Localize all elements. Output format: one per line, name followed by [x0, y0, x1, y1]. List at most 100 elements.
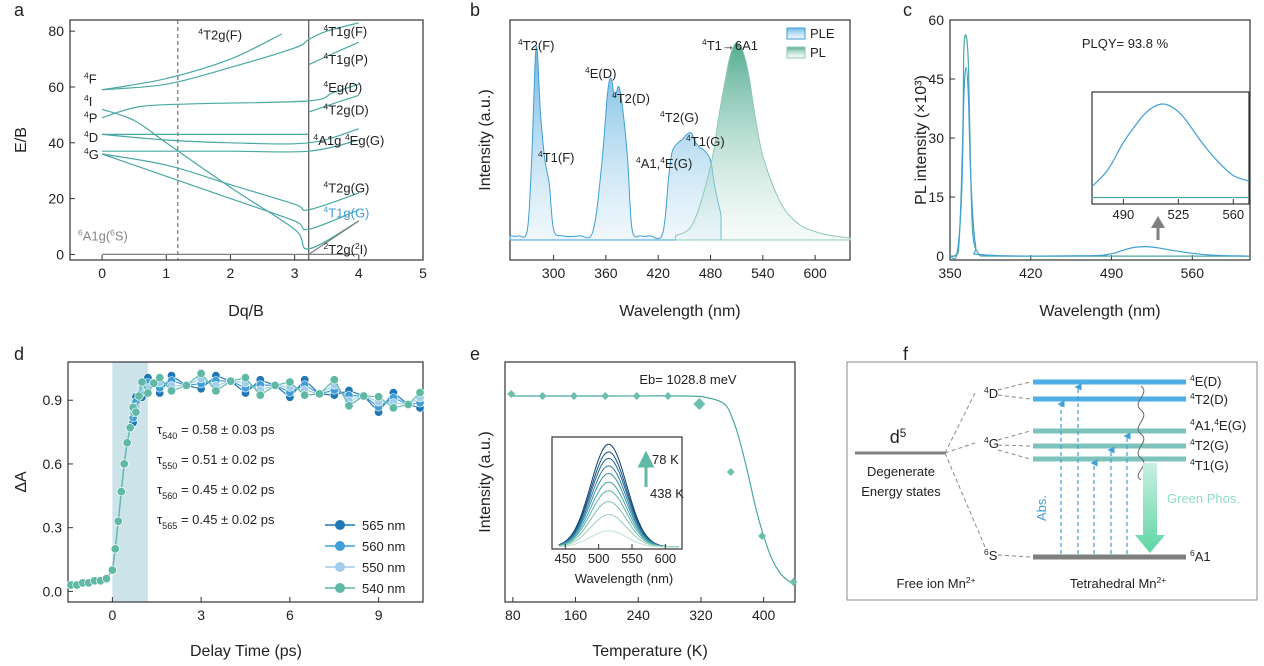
data-point	[270, 380, 280, 390]
legend-ple-label: PLE	[810, 26, 835, 41]
panel-b-ple-pl: 300 360 420 480 540 600 Wavelength (nm) Inten…	[477, 19, 851, 320]
transition-label: 4T2(G)	[660, 109, 699, 125]
data-point	[664, 392, 673, 400]
legend-label: 560 nm	[362, 539, 405, 554]
panel-d-legend: 565 nm 560 nm 550 nm 540 nm	[325, 518, 405, 596]
panel-a-ylabel: E/B	[13, 127, 30, 153]
term-4E-D: 4E(D)	[1190, 373, 1221, 389]
data-point	[167, 386, 177, 396]
energy-curve	[101, 83, 359, 119]
y-tick-label: 40	[48, 135, 64, 151]
data-point	[359, 391, 369, 401]
right-term-label: 2T2g(2I)	[324, 241, 368, 257]
right-term-label: 4T2g(D)	[324, 101, 369, 117]
energy-curve	[101, 153, 360, 231]
green-phos-label: Green Phos.	[1167, 491, 1240, 506]
tau-label: τ540 = 0.58 ± 0.03 ps	[157, 422, 275, 441]
inset-438k-label: 438 K	[650, 486, 684, 501]
absorption-arrows	[1057, 383, 1131, 554]
left-term-label: 4G	[84, 146, 99, 162]
panel-d-ylabel: ΔA	[13, 471, 30, 493]
x-tick-label: 480	[699, 265, 723, 281]
data-point	[134, 391, 144, 401]
panel-label-a: a	[14, 0, 25, 20]
panel-e-inset-ticks: 450 500 550 600	[554, 544, 676, 566]
legend-pl-label: PL	[810, 45, 826, 60]
right-term-label: 4T2g(G)	[324, 179, 370, 195]
inset-tick-label: 550	[621, 551, 643, 566]
panel-a-xlabel: Dq/B	[228, 303, 264, 320]
left-term-label: 4P	[84, 110, 97, 126]
panel-b-frame	[509, 19, 851, 261]
panel-c-inset-ticks: 490 525 560	[1113, 199, 1244, 222]
panel-b-annotations: 4T2(F) 4T1(F) 4E(D) 4T2(D) 4A1,4E(G) 4T2(G) 4T…	[518, 37, 758, 171]
top-term-label: 4T2g(F)	[198, 27, 242, 43]
degenerate-label: Degenerate	[867, 464, 935, 479]
panel-e-points	[507, 390, 798, 586]
data-point	[601, 392, 610, 400]
legend-ple-swatch	[786, 27, 806, 40]
panel-e-inset: 450 500 550 600 Wavelength (nm) 78 K 438 K	[551, 436, 684, 586]
term-4D: 4D	[984, 385, 998, 401]
term-4T2-D: 4T2(D)	[1190, 391, 1228, 407]
panel-d-ticks: 0 3 6 9 0.0 0.3 0.6 0.9	[43, 392, 383, 623]
term-6A1: 6A1	[1190, 548, 1211, 564]
panel-d-xlabel: Delay Time (ps)	[190, 643, 302, 660]
ground-term-label: 6A1g(6S)	[78, 228, 128, 244]
panel-c-ticks: 350 420 490 560 0 15 30 45 60	[928, 12, 1204, 281]
y-tick-label: 15	[928, 189, 944, 205]
x-tick-label: 0	[108, 607, 116, 623]
data-point	[125, 423, 135, 433]
x-tick-label: 400	[752, 607, 776, 623]
data-point	[149, 378, 159, 388]
y-tick-label: 0.0	[43, 583, 63, 599]
x-tick-label: 4	[355, 265, 363, 281]
x-tick-label: 240	[627, 607, 651, 623]
data-point	[632, 392, 641, 400]
y-tick-label: 0.6	[43, 456, 63, 472]
energy-curve	[102, 128, 359, 145]
left-term-label: 4I	[84, 93, 92, 109]
data-point	[131, 407, 141, 417]
data-point	[314, 389, 324, 399]
x-tick-label: 3	[197, 607, 205, 623]
panel-c-inset-frame	[1091, 91, 1250, 205]
inset-78k-label: 78 K	[652, 452, 679, 467]
term-6S: 6S	[984, 547, 998, 563]
data-point	[211, 386, 221, 396]
panel-e-frame	[504, 361, 796, 603]
panel-c-inset: 490 525 560	[1091, 91, 1250, 222]
inset-tick-label: 600	[654, 551, 676, 566]
transition-label: 4A1,4E(G)	[636, 155, 692, 171]
x-tick-label: 0	[98, 265, 106, 281]
data-point	[726, 468, 735, 476]
transition-label: 4T2(D)	[612, 90, 650, 106]
x-tick-label: 9	[375, 607, 383, 623]
plqy-text: PLQY= 93.8 %	[1082, 36, 1169, 51]
left-term-label: 4F	[84, 71, 97, 87]
panel-b-ticks: 300 360 420 480 540 600	[542, 255, 827, 281]
x-tick-label: 560	[1181, 265, 1205, 281]
y-tick-label: 45	[928, 71, 944, 87]
x-tick-label: 80	[505, 607, 521, 623]
data-point	[181, 380, 191, 390]
data-point	[113, 516, 123, 526]
panel-c-frame	[949, 19, 1251, 261]
energy-curve	[308, 41, 360, 66]
data-point	[569, 392, 578, 400]
x-tick-label: 6	[286, 607, 294, 623]
data-point	[344, 401, 354, 411]
panel-c-ylabel: PL intensity (×10³)	[913, 75, 930, 205]
x-tick-label: 5	[419, 265, 427, 281]
data-point	[415, 388, 425, 398]
panel-e-inset-curves	[558, 443, 679, 548]
legend-pl-swatch	[786, 46, 806, 59]
panel-d-tau-labels: τ540 = 0.58 ± 0.03 ps τ550 = 0.51 ± 0.02 …	[157, 422, 275, 531]
data-point	[403, 399, 413, 409]
x-tick-label: 600	[803, 265, 827, 281]
transition-label: 4T2(F)	[518, 37, 554, 53]
panel-label-e: e	[470, 344, 480, 364]
tau-label: τ560 = 0.45 ± 0.02 ps	[157, 482, 275, 501]
right-term-label: 4Eg(D)	[324, 79, 363, 95]
data-point	[137, 377, 147, 387]
